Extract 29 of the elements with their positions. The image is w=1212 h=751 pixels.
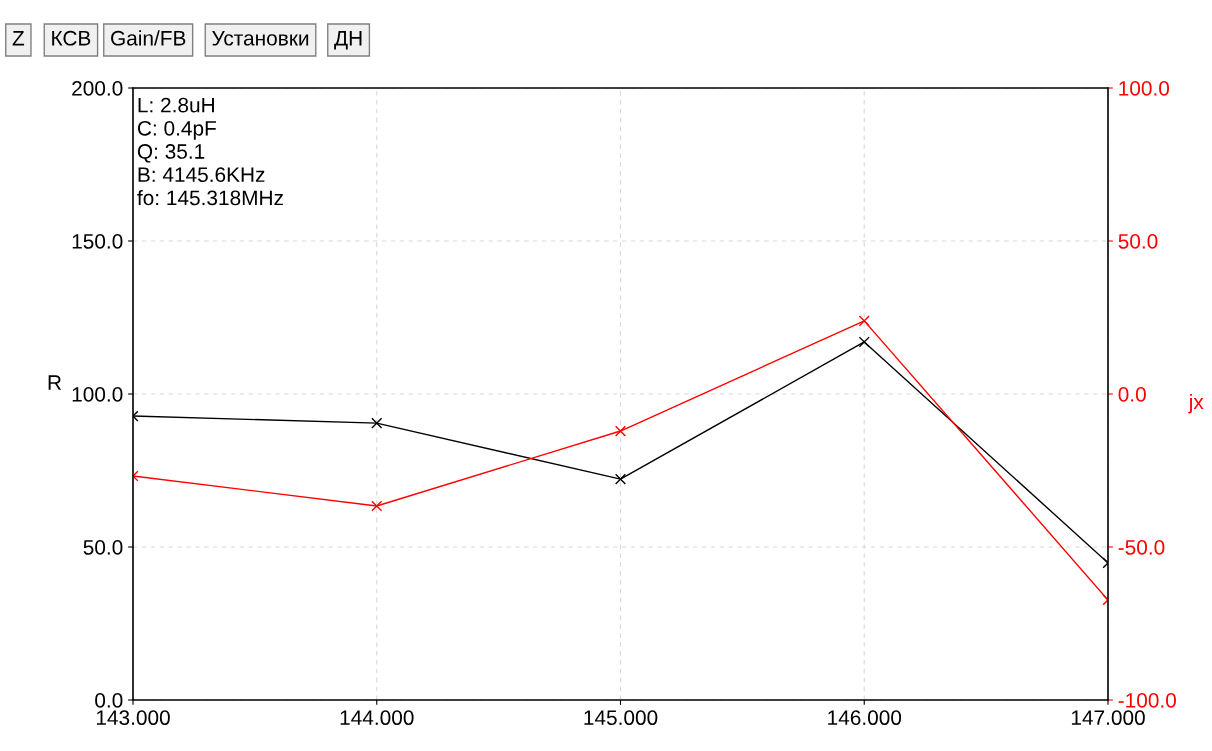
y-axis-title: R	[48, 375, 62, 390]
text: КСВ	[52, 30, 91, 46]
y-tick-label: 100.0	[72, 387, 123, 402]
y2-tick-label: 0.0	[1118, 387, 1146, 402]
x-tick-label: 143.000	[96, 710, 170, 726]
y-tick-label: 200.0	[72, 81, 123, 96]
y2-tick-label: -50.0	[1118, 540, 1165, 555]
annotation: L: 2.8uH C: 0.4pF Q: 35.1 B: 4145.6KHz fo: 145.318MHz	[137, 97, 283, 206]
y-tick-label: 50.0	[83, 540, 123, 555]
y-tick-label: 0.0	[95, 693, 123, 708]
y-tick-label: 150.0	[72, 234, 123, 249]
point	[614, 425, 627, 437]
text: Gain/FB	[111, 30, 186, 46]
x-tick-label: 145.000	[584, 710, 658, 726]
point	[371, 500, 383, 512]
point	[614, 473, 627, 485]
x-tick-label: 147.000	[1071, 710, 1145, 726]
text: Z	[12, 31, 25, 46]
y2-tick-label: 100.0	[1119, 81, 1170, 96]
point	[858, 315, 870, 327]
x-tick-label: 144.000	[340, 710, 414, 726]
y2-tick-label: -100.0	[1118, 693, 1176, 708]
text: Установки	[212, 31, 309, 46]
y2-tick-label: 50.0	[1118, 234, 1158, 249]
y2-axis-title: jx	[1188, 394, 1204, 414]
x-tick-label: 146.000	[828, 710, 902, 726]
point	[371, 417, 383, 429]
text: ДН	[334, 31, 362, 50]
point	[858, 336, 870, 348]
